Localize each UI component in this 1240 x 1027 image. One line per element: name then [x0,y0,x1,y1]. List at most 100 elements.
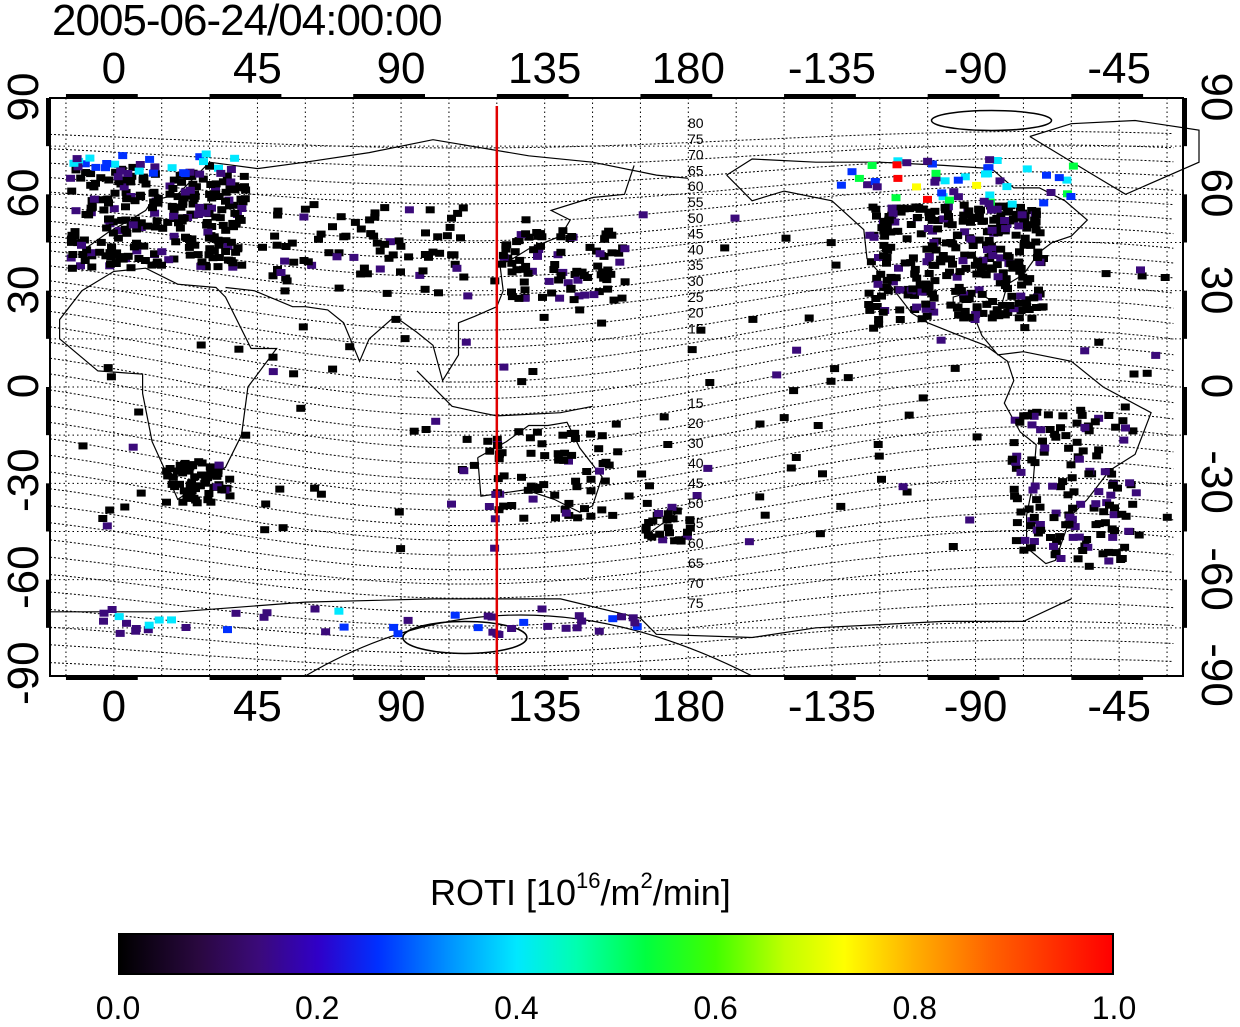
roti-cell [1046,534,1055,541]
roti-cell [195,170,205,178]
roti-cell [902,235,912,243]
roti-cell [1007,292,1017,300]
roti-cell [201,477,211,485]
roti-cell [553,450,563,458]
roti-cell [188,200,198,208]
roti-cell [869,324,879,332]
roti-cell [872,303,882,310]
roti-cell [231,609,241,617]
roti-cell [930,207,940,215]
roti-cell [1084,562,1094,570]
roti-cell [91,179,100,187]
roti-cell [458,204,468,212]
roti-cell [892,161,902,169]
roti-cell [409,427,419,435]
roti-cell [543,622,553,630]
roti-cell [1104,412,1114,419]
roti-cell [514,428,524,436]
frame-tick-bar [640,675,713,680]
roti-cell [877,475,886,483]
roti-cell [523,269,533,277]
roti-cell [952,232,962,240]
roti-cell [663,510,673,518]
roti-cell [193,251,203,259]
roti-cell [676,537,686,545]
roti-cell [988,252,998,259]
roti-cell [940,177,950,185]
top-lon-tick-label: -90 [943,44,1008,93]
roti-cell [959,314,969,322]
roti-cell [538,293,547,301]
roti-cell [1030,216,1040,224]
roti-cell [462,435,472,443]
roti-cell [150,209,160,217]
roti-cell [201,263,211,271]
roti-cell [924,208,934,216]
roti-cell [1011,537,1021,545]
roti-cell [970,316,980,323]
roti-cell [275,485,285,493]
roti-cell [1104,557,1114,565]
roti-cell [924,253,934,260]
roti-cell [978,263,988,271]
frame-tick-bar [46,98,51,147]
contour-label: 20 [688,415,704,431]
roti-cell [168,185,178,192]
roti-cell [143,626,153,634]
roti-cell [1019,412,1029,420]
coastline [59,267,278,501]
frame-tick-bar [46,579,51,628]
roti-cell [918,394,928,402]
roti-cell [1030,482,1040,490]
roti-cell [187,235,197,243]
roti-cell [613,448,623,456]
roti-cell [1119,436,1129,444]
roti-cell [321,628,331,636]
roti-cell [672,507,682,515]
roti-cell [204,234,214,242]
roti-cell [847,168,857,176]
roti-cell [1016,203,1025,211]
roti-cell [435,249,445,257]
roti-cell [586,430,596,438]
roti-cell [258,243,267,251]
roti-cell [179,169,189,177]
roti-cell [76,262,85,270]
roti-cell [1029,412,1039,420]
roti-cell [394,508,404,516]
roti-cell [936,336,946,344]
roti-cell [108,229,118,237]
roti-cell [637,470,647,478]
roti-cell [930,178,940,186]
roti-cell [871,295,881,302]
roti-cell [217,206,227,214]
roti-cell [1120,403,1130,411]
roti-cell [149,198,159,206]
roti-cell [895,316,905,323]
roti-cell [547,289,557,297]
roti-cell [883,287,893,295]
roti-cell [268,272,278,280]
right-lat-tick-label: -60 [1192,546,1240,611]
contour-line [49,477,1174,541]
roti-cell [874,316,884,323]
roti-cell [214,164,223,172]
roti-cell [96,174,106,182]
roti-cell [972,270,982,278]
roti-cell [359,264,369,272]
roti-cell [109,205,119,213]
roti-cell [233,245,243,253]
roti-cell [213,236,223,244]
roti-cell [922,245,932,253]
roti-cell [95,248,105,256]
roti-cell [954,311,964,319]
roti-cell [1000,311,1010,319]
roti-cell [632,623,642,631]
contour-line [49,269,1174,331]
roti-cell [959,201,969,209]
roti-cell [459,467,469,475]
roti-cell [126,178,136,186]
roti-cell [309,201,319,209]
roti-cell [984,237,994,244]
roti-cell [1002,183,1012,191]
